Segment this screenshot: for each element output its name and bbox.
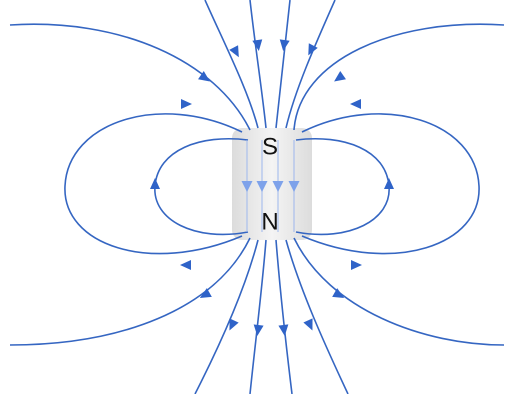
magnet <box>232 128 312 240</box>
north-pole-label: N <box>261 208 278 235</box>
south-pole-label: S <box>262 133 278 160</box>
field-lines <box>9 0 505 395</box>
